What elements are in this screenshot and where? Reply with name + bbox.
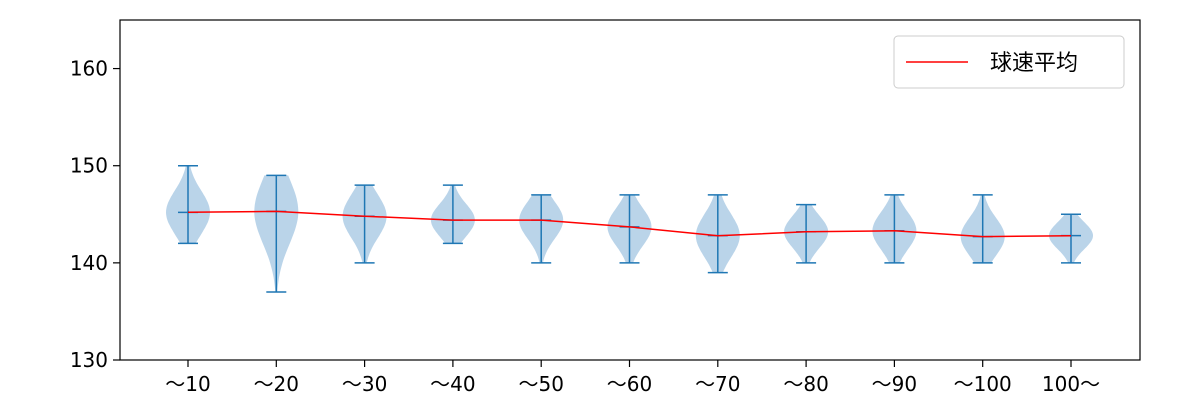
legend-box xyxy=(893,35,1125,89)
violin xyxy=(960,194,1005,264)
x-tick-label: ～10 xyxy=(165,372,210,396)
y-tick-label: 160 xyxy=(70,57,108,81)
y-tick-label: 130 xyxy=(70,348,108,372)
violin xyxy=(519,194,564,264)
y-tick-label: 150 xyxy=(70,154,108,178)
violin xyxy=(430,184,475,245)
x-tick-label: ～70 xyxy=(695,372,740,396)
violin xyxy=(695,194,740,274)
y-axis: 130 140 150 160 xyxy=(70,57,120,372)
violin xyxy=(254,174,299,293)
violin xyxy=(784,203,829,264)
x-tick-label: ～50 xyxy=(518,372,563,396)
x-tick-label: 100～ xyxy=(1042,372,1100,396)
violin xyxy=(1049,213,1093,264)
violin xyxy=(872,194,917,264)
legend-label: 球速平均 xyxy=(990,51,1078,76)
y-tick-label: 140 xyxy=(70,251,108,275)
violin xyxy=(166,164,210,245)
x-tick-label: ～100 xyxy=(954,372,1012,396)
violins-layer xyxy=(166,164,1093,293)
x-tick-label: ～30 xyxy=(342,372,387,396)
x-tick-label: ～80 xyxy=(783,372,828,396)
mean-speed-line xyxy=(187,210,1072,238)
x-tick-label: ～20 xyxy=(254,372,299,396)
violin xyxy=(342,184,387,264)
x-tick-label: ～60 xyxy=(607,372,652,396)
x-axis: ～10 ～20 ～30 ～40 ～50 ～60 ～70 ～80 ～90 ～100 100～ xyxy=(165,360,1100,396)
x-tick-label: ～40 xyxy=(430,372,475,396)
x-tick-label: ～90 xyxy=(872,372,917,396)
mean-line-layer xyxy=(187,210,1072,238)
legend: 球速平均 xyxy=(893,35,1125,89)
